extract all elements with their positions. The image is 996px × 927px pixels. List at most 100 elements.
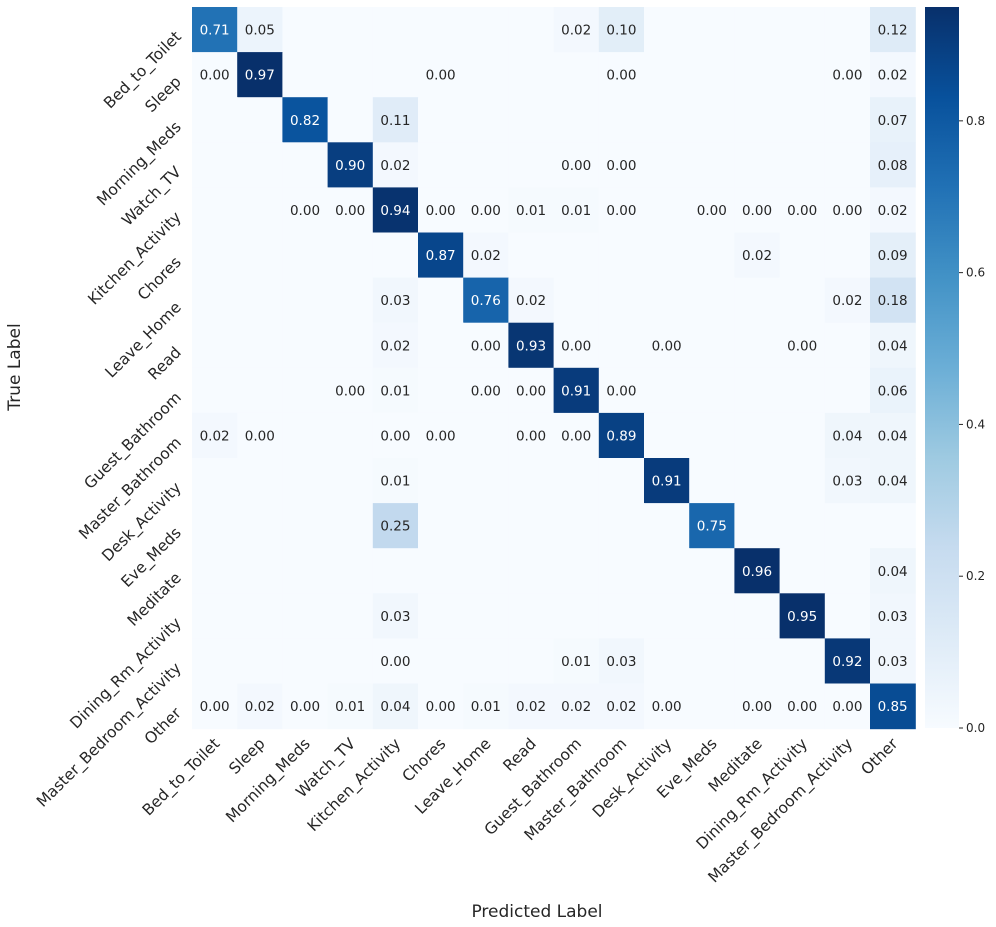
cell-value-label: 0.02 bbox=[471, 248, 501, 264]
cell-value-label: 0.03 bbox=[878, 654, 908, 670]
cell-value-label: 0.00 bbox=[832, 699, 862, 715]
heatmap-cell bbox=[418, 142, 464, 188]
x-axis-label: Predicted Label bbox=[471, 902, 602, 922]
heatmap-cell bbox=[870, 503, 916, 549]
cell-value-label: 0.04 bbox=[878, 564, 908, 580]
colorbar-tick-label: 0.6 bbox=[966, 266, 985, 280]
heatmap-cell bbox=[779, 458, 826, 504]
cell-value-label: 0.01 bbox=[380, 383, 410, 399]
cell-value-label: 0.09 bbox=[878, 248, 908, 264]
heatmap-cell bbox=[870, 593, 916, 639]
heatmap-cell bbox=[508, 412, 555, 459]
heatmap-cell bbox=[418, 638, 464, 685]
cell-value-label: 0.04 bbox=[380, 699, 410, 715]
heatmap-cell bbox=[553, 142, 600, 188]
heatmap-cell bbox=[463, 187, 509, 234]
heatmap-cell bbox=[463, 683, 509, 730]
heatmap-cell bbox=[327, 412, 374, 459]
heatmap-cell bbox=[282, 548, 329, 594]
x-tick-label: Sleep bbox=[225, 735, 268, 778]
heatmap-cell bbox=[192, 638, 238, 685]
heatmap-cell bbox=[870, 412, 916, 459]
heatmap-cell bbox=[192, 277, 238, 324]
cell-value-label: 0.00 bbox=[426, 203, 456, 219]
y-tick-label: Bed_to_Toilet bbox=[100, 28, 185, 113]
cell-value-label: 0.02 bbox=[878, 203, 908, 219]
heatmap-cell bbox=[327, 187, 374, 234]
cell-value-label: 0.91 bbox=[561, 383, 591, 399]
heatmap-cell bbox=[463, 458, 509, 504]
heatmap-cell bbox=[598, 367, 645, 414]
colorbar-tick-label: 0.2 bbox=[966, 569, 985, 583]
cell-value-label: 0.85 bbox=[878, 699, 908, 715]
cell-value-label: 0.08 bbox=[878, 158, 908, 174]
heatmap-cell bbox=[192, 97, 238, 143]
heatmap-cell bbox=[824, 7, 871, 53]
heatmap-cell-labels: 0.71 0.05 0.02 0.10 0.12 0.00 0.97 0.00 0.00 0.00… bbox=[200, 23, 908, 715]
heatmap-cell bbox=[372, 412, 419, 459]
cell-value-label: 0.96 bbox=[742, 564, 772, 580]
heatmap-cell bbox=[237, 52, 283, 98]
heatmap-cell bbox=[553, 187, 600, 234]
heatmap-cell bbox=[463, 503, 509, 549]
cell-value-label: 0.90 bbox=[335, 158, 365, 174]
heatmap-cell bbox=[237, 412, 283, 459]
heatmap-cell bbox=[418, 503, 464, 549]
heatmap-cell bbox=[824, 458, 871, 504]
heatmap-cell bbox=[192, 412, 238, 459]
heatmap-cell bbox=[870, 458, 916, 504]
y-tick-label: Sleep bbox=[142, 73, 185, 116]
heatmap-cell bbox=[508, 277, 555, 324]
heatmap-cell bbox=[734, 367, 781, 414]
x-tick-label: Other bbox=[858, 734, 902, 778]
cell-value-label: 0.01 bbox=[471, 699, 501, 715]
cell-value-label: 0.91 bbox=[652, 474, 682, 490]
heatmap-cell bbox=[418, 548, 464, 594]
heatmap-cell bbox=[237, 7, 283, 53]
cell-value-label: 0.94 bbox=[380, 203, 410, 219]
heatmap-cell bbox=[327, 232, 374, 279]
cell-value-label: 0.00 bbox=[606, 68, 636, 84]
cell-value-label: 0.02 bbox=[516, 293, 546, 309]
heatmap-cell bbox=[689, 367, 735, 414]
cell-value-label: 0.87 bbox=[426, 248, 456, 264]
heatmap-cell bbox=[598, 142, 645, 188]
heatmap-cell bbox=[508, 142, 555, 188]
heatmap-cell bbox=[508, 52, 555, 98]
heatmap-cell bbox=[192, 683, 238, 730]
heatmap-cell bbox=[553, 548, 600, 594]
cell-value-label: 0.95 bbox=[787, 609, 817, 625]
heatmap-cell bbox=[372, 7, 419, 53]
heatmap-cell bbox=[508, 232, 555, 279]
heatmap-cell bbox=[282, 322, 329, 369]
heatmap-cell bbox=[418, 277, 464, 324]
heatmap-cell bbox=[734, 232, 781, 279]
cell-value-label: 0.02 bbox=[561, 23, 591, 39]
heatmap-cell bbox=[463, 52, 509, 98]
heatmap-cell bbox=[689, 97, 735, 143]
heatmap-cell bbox=[418, 52, 464, 98]
heatmap-cell bbox=[779, 142, 826, 188]
cell-value-label: 0.92 bbox=[832, 654, 862, 670]
heatmap-cell bbox=[644, 638, 690, 685]
cell-value-label: 0.02 bbox=[742, 248, 772, 264]
heatmap-cell bbox=[824, 142, 871, 188]
heatmap-cell bbox=[327, 503, 374, 549]
cell-value-label: 0.01 bbox=[561, 203, 591, 219]
cell-value-label: 0.93 bbox=[516, 338, 546, 354]
y-axis-tick-labels: Bed_to_ToiletSleepMorning_MedsWatch_TVKi… bbox=[33, 28, 186, 812]
cell-value-label: 0.00 bbox=[471, 383, 501, 399]
heatmap-cell bbox=[192, 503, 238, 549]
cell-value-label: 0.03 bbox=[380, 293, 410, 309]
heatmap-cell bbox=[192, 593, 238, 639]
heatmap-cell bbox=[418, 458, 464, 504]
colorbar-tick-label: 0.4 bbox=[966, 417, 985, 431]
heatmap-cell bbox=[689, 458, 735, 504]
cell-value-label: 0.00 bbox=[561, 158, 591, 174]
cell-value-label: 0.02 bbox=[516, 699, 546, 715]
cell-value-label: 0.01 bbox=[561, 654, 591, 670]
heatmap-cell bbox=[689, 322, 735, 369]
heatmap-cell bbox=[734, 683, 781, 730]
heatmap-cell bbox=[598, 412, 645, 459]
heatmap-cell bbox=[779, 322, 826, 369]
